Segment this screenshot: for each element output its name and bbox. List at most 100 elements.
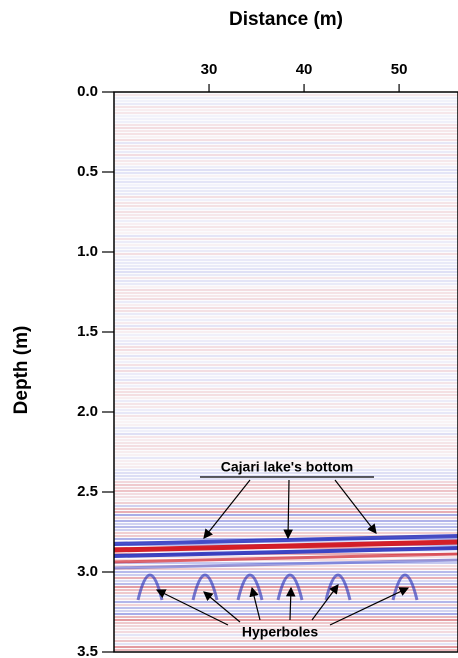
stripe xyxy=(114,253,458,255)
stripe xyxy=(114,409,458,411)
stripe xyxy=(114,325,458,327)
stripe xyxy=(114,637,458,639)
stripe xyxy=(114,601,458,603)
stripe xyxy=(114,160,458,162)
stripe xyxy=(114,97,458,99)
stripe xyxy=(114,493,458,495)
stripe xyxy=(114,298,458,300)
y-tick-label: 3.5 xyxy=(77,643,98,658)
stripe xyxy=(114,118,458,120)
annotation-bottom xyxy=(200,476,377,540)
stripe xyxy=(114,613,458,615)
stripe xyxy=(114,619,458,621)
stripe xyxy=(114,277,458,279)
stripe xyxy=(114,598,458,600)
stripe xyxy=(114,361,458,363)
stripe xyxy=(114,478,458,480)
stripe xyxy=(114,199,458,201)
stripe xyxy=(114,130,458,132)
stripe xyxy=(114,337,458,339)
arrow xyxy=(311,584,339,621)
y-tick-label: 0.0 xyxy=(77,83,98,100)
plot-frame xyxy=(113,91,458,653)
stripe xyxy=(114,457,458,459)
stripe xyxy=(114,94,458,96)
stripe xyxy=(114,103,458,105)
stripe xyxy=(114,502,458,504)
stripe xyxy=(114,559,458,561)
stripe xyxy=(114,529,458,531)
arrow xyxy=(329,587,410,626)
stripe xyxy=(114,115,458,117)
stripe xyxy=(114,163,458,165)
stripe xyxy=(114,154,458,156)
stripe xyxy=(114,307,458,309)
stripe xyxy=(114,208,458,210)
stripe xyxy=(114,496,458,498)
stripe xyxy=(114,400,458,402)
stripe xyxy=(114,472,458,474)
stripe xyxy=(114,475,458,477)
stripe xyxy=(114,334,458,336)
y-tick-label: 1.5 xyxy=(77,323,98,340)
stripe xyxy=(114,349,458,351)
annotation-hyperboles xyxy=(155,584,410,626)
stripe xyxy=(114,217,458,219)
stripe xyxy=(114,466,458,468)
stripe xyxy=(114,313,458,315)
x-axis-title: Distance (m) xyxy=(229,9,343,30)
stripe xyxy=(114,121,458,123)
stripe xyxy=(114,304,458,306)
y-tick-label: 1.0 xyxy=(77,243,98,260)
stripe xyxy=(114,148,458,150)
stripe xyxy=(114,142,458,144)
stripe xyxy=(114,196,458,198)
stripe xyxy=(114,421,458,423)
reflector xyxy=(114,546,458,558)
stripe xyxy=(114,568,458,570)
stripe xyxy=(114,238,458,240)
stripe xyxy=(114,178,458,180)
stripe xyxy=(114,295,458,297)
stripe xyxy=(114,100,458,102)
stripe xyxy=(114,424,458,426)
stripe xyxy=(114,211,458,213)
stripe xyxy=(114,331,458,333)
stripe xyxy=(114,169,458,171)
reflector xyxy=(114,552,458,564)
stripe xyxy=(114,352,458,354)
stripe xyxy=(114,607,458,609)
stripe xyxy=(114,274,458,276)
stripe xyxy=(114,604,458,606)
stripe xyxy=(114,505,458,507)
stripe xyxy=(114,283,458,285)
stripe xyxy=(114,181,458,183)
stripe xyxy=(114,394,458,396)
y-tick-label: 3.0 xyxy=(77,563,98,580)
arrow xyxy=(285,586,296,621)
stripe xyxy=(114,427,458,429)
stripe xyxy=(114,151,458,153)
stripe xyxy=(114,403,458,405)
stripe xyxy=(114,220,458,222)
stripe xyxy=(114,388,458,390)
stripe xyxy=(114,376,458,378)
stripe xyxy=(114,172,458,174)
stripe xyxy=(114,433,458,435)
stripe xyxy=(114,109,458,111)
stripe xyxy=(114,640,458,642)
stripe xyxy=(114,205,458,207)
stripe xyxy=(114,448,458,450)
x-tick-label: 50 xyxy=(391,61,408,78)
stripe xyxy=(114,355,458,357)
stripe xyxy=(114,481,458,483)
stripe xyxy=(114,382,458,384)
stripe xyxy=(114,259,458,261)
stripe xyxy=(114,229,458,231)
stripe xyxy=(114,571,458,573)
stripe xyxy=(114,268,458,270)
arrow xyxy=(203,591,241,623)
hyperbola xyxy=(391,573,419,601)
stripe xyxy=(114,145,458,147)
